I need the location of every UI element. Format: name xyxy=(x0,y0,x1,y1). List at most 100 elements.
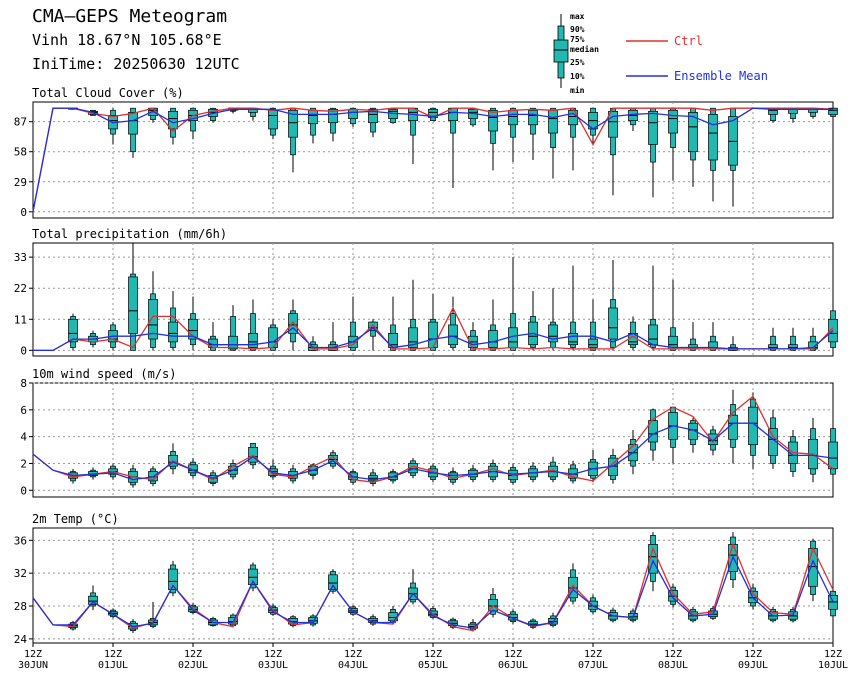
legend-inner-box xyxy=(553,39,569,63)
box-inner xyxy=(568,109,578,126)
legend-boxplot-glyph xyxy=(553,14,569,88)
box-inner xyxy=(228,335,238,350)
x-tick-date: 05JUL xyxy=(418,660,448,671)
legend-label-2: 75% xyxy=(570,35,585,44)
ctrl-series-line xyxy=(33,306,834,352)
box-inner xyxy=(648,324,658,346)
box-inner xyxy=(128,276,138,334)
legend-label-4: 25% xyxy=(570,58,585,67)
box-inner xyxy=(648,420,658,443)
panel-title: Total Cloud Cover (%) xyxy=(32,86,184,100)
box-outer xyxy=(790,335,796,351)
x-tick-hour: 12Z xyxy=(424,649,442,660)
panel-0: Total Cloud Cover (%) 0 29 58 87 xyxy=(14,86,838,219)
location-label: Vinh 18.67°N 105.68°E xyxy=(32,31,222,49)
x-tick-hour: 12Z xyxy=(744,649,762,660)
y-tick-label: 87 xyxy=(14,116,27,129)
y-tick-label: 28 xyxy=(14,600,27,613)
box-inner xyxy=(828,318,838,343)
y-tick-label: 0 xyxy=(20,484,27,497)
box-inner xyxy=(268,327,278,348)
legend-label-5: 10% xyxy=(570,72,585,81)
box-inner xyxy=(188,318,198,340)
box-inner xyxy=(728,116,738,166)
box-inner xyxy=(168,110,178,130)
box-inner xyxy=(368,108,378,124)
mean-series-line xyxy=(32,555,834,629)
y-tick-label: 8 xyxy=(20,377,27,390)
x-tick-hour: 12Z xyxy=(504,649,522,660)
box-inner xyxy=(568,333,578,346)
box-inner xyxy=(488,330,498,348)
box-inner xyxy=(528,109,538,126)
y-tick-label: 22 xyxy=(14,282,27,295)
y-tick-label: 58 xyxy=(14,146,27,159)
box-inner xyxy=(588,338,598,348)
legend-label-6: min xyxy=(570,85,585,95)
legend-mean-label: Ensemble Mean xyxy=(674,69,768,83)
box-inner xyxy=(328,108,338,124)
time-axis: 12Z30JUN12Z01JUL12Z02JUL12Z03JUL12Z04JUL… xyxy=(18,643,848,671)
box-inner xyxy=(708,433,718,446)
box-inner xyxy=(688,112,698,153)
y-tick-label: 2 xyxy=(20,457,27,470)
mean-series-line xyxy=(32,422,834,481)
box-inner xyxy=(728,414,738,440)
box-inner xyxy=(508,109,518,126)
box-outer xyxy=(770,335,776,351)
box-inner xyxy=(828,107,838,115)
panel-1: Total precipitation (mm/6h) 0 11 22 33 xyxy=(14,227,838,357)
y-tick-label: 24 xyxy=(14,633,28,646)
panel-2: 10m wind speed (m/s) 0 2 4 6 8 xyxy=(20,367,838,498)
ctrl-series-line xyxy=(32,107,834,212)
init-time-label: IniTime: 20250630 12UTC xyxy=(32,55,240,73)
x-tick-hour: 12Z xyxy=(104,649,122,660)
legend-boxplot-labels: max 90%75%median 25% 10% min xyxy=(570,12,599,95)
box-inner xyxy=(708,114,718,161)
x-tick-date: 06JUL xyxy=(498,660,528,671)
box-outer xyxy=(250,313,256,351)
legend: max 90%75%median 25% 10% min Ctrl Ensemble M… xyxy=(553,12,768,95)
box-inner xyxy=(408,327,418,348)
legend-ctrl-label: Ctrl xyxy=(674,34,703,48)
x-tick-hour: 12Z xyxy=(584,649,602,660)
box-inner xyxy=(668,109,678,134)
x-tick-hour: 12Z xyxy=(184,649,202,660)
y-tick-label: 4 xyxy=(20,431,27,444)
box-inner xyxy=(348,108,358,119)
panel-title: 2m Temp (°C) xyxy=(32,512,119,526)
box-inner xyxy=(288,109,298,138)
x-tick-date: 10JUL xyxy=(818,660,848,671)
box-inner xyxy=(128,112,138,135)
y-tick-label: 29 xyxy=(14,176,27,189)
box-inner xyxy=(548,109,558,134)
x-tick-date: 07JUL xyxy=(578,660,608,671)
box-inner xyxy=(488,109,498,132)
y-tick-label: 0 xyxy=(20,206,27,219)
box-inner xyxy=(828,441,838,470)
x-tick-date: 01JUL xyxy=(98,660,128,671)
box-inner xyxy=(228,617,238,625)
x-tick-date: 08JUL xyxy=(658,660,688,671)
box-inner xyxy=(688,422,698,440)
x-tick-hour: 12Z xyxy=(664,649,682,660)
box-inner xyxy=(368,321,378,331)
chart-panels: Total Cloud Cover (%) 0 29 58 87 Total precip… xyxy=(14,86,838,646)
panel-title: Total precipitation (mm/6h) xyxy=(32,227,227,241)
x-tick-hour: 12Z xyxy=(24,649,42,660)
x-tick-hour: 12Z xyxy=(344,649,362,660)
box-inner xyxy=(168,321,178,343)
y-tick-label: 11 xyxy=(14,313,27,326)
mean-series-line xyxy=(33,326,834,352)
box-inner xyxy=(648,110,658,145)
box-inner xyxy=(608,307,618,340)
box-inner xyxy=(608,110,618,138)
legend-label-0: max xyxy=(570,12,585,21)
y-tick-label: 6 xyxy=(20,404,27,417)
legend-label-3: median xyxy=(570,44,599,54)
y-tick-label: 0 xyxy=(20,344,27,357)
box-inner xyxy=(448,324,458,346)
y-tick-label: 32 xyxy=(14,567,27,580)
x-tick-hour: 12Z xyxy=(824,649,842,660)
